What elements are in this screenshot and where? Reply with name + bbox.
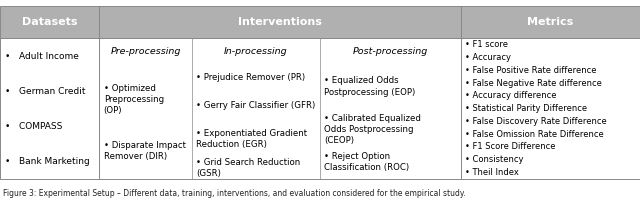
Text: • Reject Option
Classification (ROC): • Reject Option Classification (ROC) (324, 152, 410, 172)
Text: In-processing: In-processing (224, 47, 288, 56)
Text: • Gerry Fair Classifier (GFR): • Gerry Fair Classifier (GFR) (196, 101, 316, 110)
Text: Post-processing: Post-processing (353, 47, 428, 56)
Bar (461, 6, 640, 38)
Text: •   German Credit: • German Credit (5, 87, 86, 96)
Text: • False Discovery Rate Difference: • False Discovery Rate Difference (465, 117, 607, 126)
Text: Figure 3: Experimental Setup – Different data, training, interventions, and eval: Figure 3: Experimental Setup – Different… (3, 189, 466, 198)
Text: • Disparate Impact
Remover (DIR): • Disparate Impact Remover (DIR) (104, 141, 186, 161)
Text: • False Positive Rate difference: • False Positive Rate difference (465, 66, 596, 75)
Text: •   Bank Marketing: • Bank Marketing (5, 157, 90, 166)
Text: •   Adult Income: • Adult Income (5, 52, 79, 61)
Text: • F1 score: • F1 score (465, 40, 508, 49)
Text: • F1 Score Difference: • F1 Score Difference (465, 142, 556, 151)
Bar (0, 6, 99, 38)
Text: Pre-processing: Pre-processing (111, 47, 180, 56)
Text: • Accuracy: • Accuracy (465, 53, 511, 62)
Text: Datasets: Datasets (22, 17, 77, 27)
Text: •   COMPASS: • COMPASS (5, 122, 63, 131)
Text: • False Omission Rate Difference: • False Omission Rate Difference (465, 130, 604, 139)
Text: • Calibrated Equalized
Odds Postprocessing
(CEOP): • Calibrated Equalized Odds Postprocessi… (324, 114, 421, 145)
Text: • Prejudice Remover (PR): • Prejudice Remover (PR) (196, 73, 306, 82)
Bar (0, 38, 99, 179)
Text: Interventions: Interventions (238, 17, 322, 27)
Text: • Accuracy difference: • Accuracy difference (465, 92, 557, 100)
Text: • Consistency: • Consistency (465, 155, 524, 164)
Bar (461, 38, 640, 179)
Text: • False Negative Rate difference: • False Negative Rate difference (465, 79, 602, 88)
Bar (99, 38, 461, 179)
Text: • Grid Search Reduction
(GSR): • Grid Search Reduction (GSR) (196, 158, 301, 178)
Text: • Optimized
Preprocessing
(OP): • Optimized Preprocessing (OP) (104, 84, 164, 115)
Text: Metrics: Metrics (527, 17, 573, 27)
Text: • Exponentiated Gradient
Reduction (EGR): • Exponentiated Gradient Reduction (EGR) (196, 129, 308, 150)
Text: • Statistical Parity Difference: • Statistical Parity Difference (465, 104, 588, 113)
Text: • Theil Index: • Theil Index (465, 168, 519, 177)
Bar (99, 6, 461, 38)
Text: • Equalized Odds
Postprocessing (EOP): • Equalized Odds Postprocessing (EOP) (324, 77, 416, 97)
